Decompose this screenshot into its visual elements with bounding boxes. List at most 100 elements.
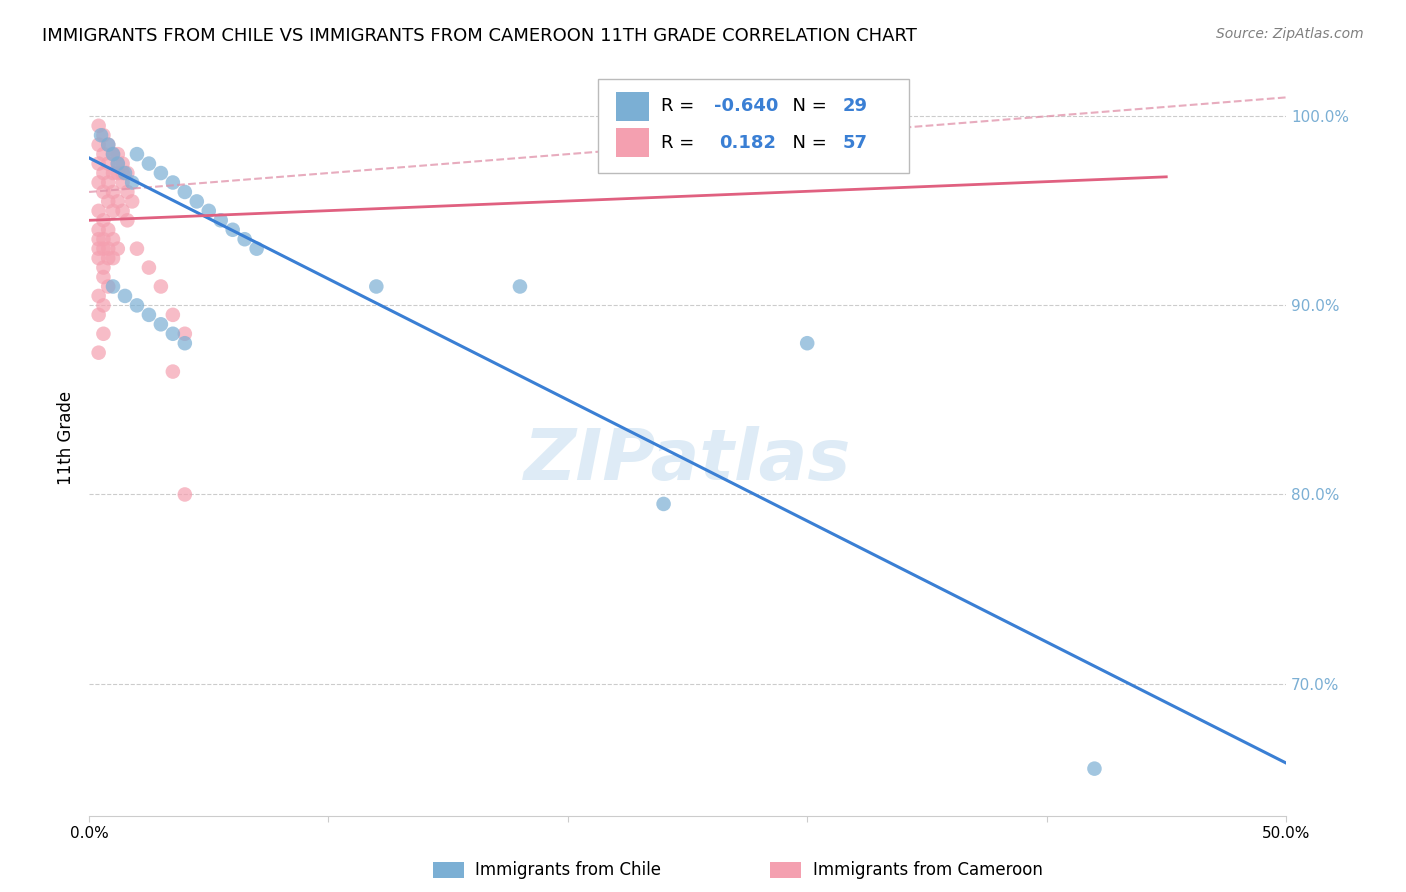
Point	[101, 203, 124, 218]
Point	[93, 232, 115, 246]
Point	[186, 194, 208, 209]
Point	[87, 137, 110, 152]
Point	[97, 223, 120, 237]
Point	[93, 128, 115, 143]
Text: 57: 57	[844, 134, 868, 152]
Y-axis label: 11th Grade: 11th Grade	[58, 391, 75, 485]
Point	[87, 289, 110, 303]
Point	[209, 213, 232, 227]
Point	[117, 185, 139, 199]
Point	[97, 194, 120, 209]
Point	[93, 326, 115, 341]
Point	[97, 279, 120, 293]
FancyBboxPatch shape	[598, 78, 908, 173]
Point	[246, 242, 269, 256]
FancyBboxPatch shape	[616, 92, 650, 120]
Text: N =: N =	[780, 97, 832, 115]
Point	[111, 166, 134, 180]
Point	[173, 326, 195, 341]
Point	[1083, 762, 1105, 776]
Point	[87, 119, 110, 133]
Point	[111, 156, 134, 170]
Point	[197, 203, 219, 218]
Text: N =: N =	[780, 134, 832, 152]
FancyBboxPatch shape	[616, 128, 650, 157]
Point	[97, 137, 120, 152]
Point	[93, 185, 115, 199]
Point	[93, 213, 115, 227]
Text: 29: 29	[844, 97, 868, 115]
Point	[107, 156, 129, 170]
Text: -0.640: -0.640	[714, 97, 778, 115]
Point	[173, 185, 195, 199]
Point	[138, 308, 160, 322]
Text: Source: ZipAtlas.com: Source: ZipAtlas.com	[1216, 27, 1364, 41]
Point	[652, 497, 675, 511]
Point	[93, 298, 115, 312]
Point	[101, 166, 124, 180]
Point	[173, 487, 195, 501]
Point	[93, 260, 115, 275]
Point	[87, 223, 110, 237]
Point	[87, 156, 110, 170]
Point	[107, 242, 129, 256]
Point	[121, 176, 143, 190]
Point	[114, 166, 136, 180]
Point	[111, 203, 134, 218]
Text: Immigrants from Cameroon: Immigrants from Cameroon	[813, 861, 1042, 879]
Point	[87, 308, 110, 322]
Point	[138, 260, 160, 275]
Point	[101, 185, 124, 199]
Text: Immigrants from Chile: Immigrants from Chile	[475, 861, 661, 879]
Point	[121, 194, 143, 209]
Text: 0.182: 0.182	[718, 134, 776, 152]
Point	[101, 251, 124, 265]
Point	[149, 279, 172, 293]
Point	[97, 137, 120, 152]
Point	[87, 203, 110, 218]
Point	[162, 308, 184, 322]
Point	[114, 289, 136, 303]
Point	[93, 147, 115, 161]
Point	[509, 279, 531, 293]
Point	[93, 270, 115, 285]
Point	[111, 176, 134, 190]
Point	[138, 156, 160, 170]
Text: ZIPatlas: ZIPatlas	[524, 426, 851, 495]
Point	[107, 156, 129, 170]
Point	[125, 242, 148, 256]
Point	[117, 213, 139, 227]
Point	[107, 194, 129, 209]
Point	[125, 147, 148, 161]
Point	[87, 176, 110, 190]
Point	[93, 242, 115, 256]
Point	[87, 345, 110, 359]
Point	[101, 147, 124, 161]
Point	[149, 318, 172, 332]
Point	[97, 176, 120, 190]
Point	[97, 242, 120, 256]
Point	[101, 279, 124, 293]
Point	[107, 147, 129, 161]
Point	[87, 232, 110, 246]
Point	[222, 223, 245, 237]
Point	[162, 176, 184, 190]
Text: R =: R =	[661, 97, 700, 115]
Point	[366, 279, 388, 293]
Point	[162, 326, 184, 341]
Point	[233, 232, 256, 246]
Point	[90, 128, 112, 143]
Point	[162, 365, 184, 379]
Point	[87, 251, 110, 265]
Text: R =: R =	[661, 134, 706, 152]
Point	[93, 166, 115, 180]
Point	[117, 166, 139, 180]
Point	[101, 232, 124, 246]
Point	[87, 242, 110, 256]
Point	[97, 156, 120, 170]
Text: IMMIGRANTS FROM CHILE VS IMMIGRANTS FROM CAMEROON 11TH GRADE CORRELATION CHART: IMMIGRANTS FROM CHILE VS IMMIGRANTS FROM…	[42, 27, 917, 45]
Point	[97, 251, 120, 265]
Point	[173, 336, 195, 351]
Point	[125, 298, 148, 312]
Point	[796, 336, 818, 351]
